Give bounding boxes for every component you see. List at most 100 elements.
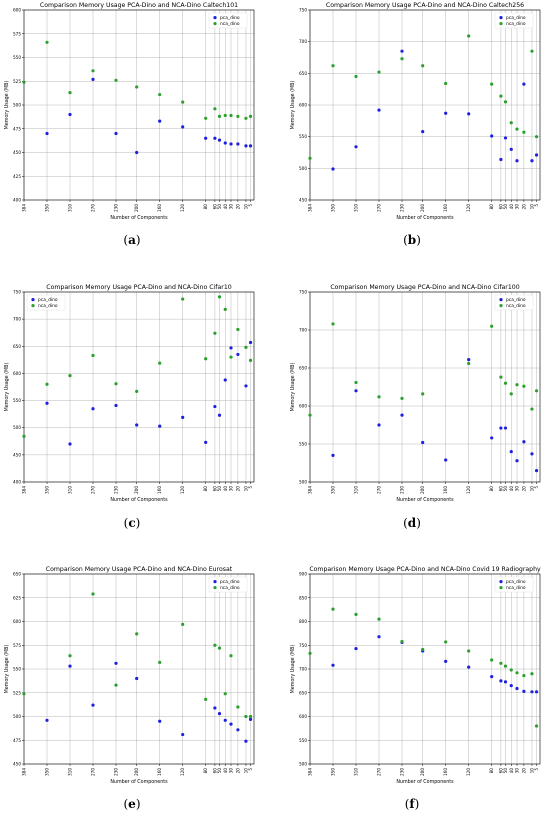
x-tick-label: 384 [308, 204, 313, 212]
y-tick-label: 600 [299, 714, 307, 719]
legend-box [494, 294, 534, 311]
data-point-nca [377, 617, 381, 621]
data-point-nca [248, 114, 253, 118]
legend-marker-pca [499, 580, 503, 584]
data-point-nca [377, 70, 381, 74]
y-tick-label: 750 [13, 290, 21, 295]
data-point-nca [354, 612, 358, 616]
data-point-nca [217, 114, 222, 118]
y-tick-label: 650 [299, 71, 307, 76]
data-point-nca [158, 660, 162, 664]
data-point-pca [354, 646, 358, 651]
data-point-pca [534, 469, 539, 473]
data-point-pca [45, 131, 49, 136]
y-tick-label: 700 [299, 667, 307, 672]
data-point-pca [400, 413, 404, 417]
x-tick-label: 60 [212, 204, 217, 210]
data-point-nca [400, 639, 404, 644]
panel-caption-letter: b [408, 233, 416, 247]
y-tick-label: 600 [13, 371, 21, 376]
y-tick-label: 700 [13, 317, 21, 322]
data-point-nca [244, 714, 248, 719]
data-point-pca [223, 141, 227, 145]
x-tick-label: 120 [466, 486, 471, 494]
data-point-nca [91, 592, 95, 596]
y-tick-label: 475 [13, 738, 21, 743]
x-tick-label: 200 [420, 486, 425, 494]
x-tick-label: 50 [503, 486, 508, 492]
x-tick-label: 310 [354, 768, 359, 776]
x-tick-label: 200 [134, 486, 139, 494]
x-tick-label: 30 [229, 768, 234, 774]
panel-caption: (e) [123, 797, 140, 811]
data-point-pca [522, 82, 526, 86]
y-tick-label: 750 [299, 290, 307, 295]
x-tick-label: 230 [114, 486, 119, 494]
data-point-nca [68, 654, 72, 658]
data-point-pca [400, 49, 404, 53]
x-tick-label: 50 [217, 204, 222, 210]
data-point-pca [509, 684, 513, 688]
x-tick-label: 80 [489, 204, 494, 210]
data-point-nca [331, 607, 335, 611]
x-tick-label: 270 [377, 204, 382, 212]
x-tick-label: 384 [22, 768, 27, 776]
x-tick-label: 10 [529, 204, 534, 210]
x-tick-label: 60 [212, 768, 217, 774]
x-tick-label: 30 [515, 204, 520, 210]
data-point-nca [490, 324, 494, 328]
y-tick-label: 500 [299, 166, 307, 171]
data-point-nca [308, 651, 312, 655]
panel-caption: (a) [123, 233, 140, 247]
data-point-nca [229, 654, 233, 658]
x-tick-label: 120 [180, 768, 185, 776]
x-tick-label: 50 [503, 768, 508, 774]
x-tick-label: 270 [91, 204, 96, 212]
data-point-pca [248, 340, 253, 345]
data-point-pca [421, 440, 425, 445]
y-tick-label: 400 [13, 198, 21, 203]
y-tick-label: 550 [299, 738, 307, 743]
data-point-nca [45, 382, 49, 386]
data-point-nca [509, 392, 513, 396]
chart-title: Comparison Memory Usage PCA-Dino and NCA… [40, 2, 238, 9]
x-tick-label: 40 [509, 486, 514, 492]
x-tick-label: 384 [22, 486, 27, 494]
data-point-nca [530, 672, 534, 676]
data-point-pca [91, 407, 95, 411]
y-axis-label: Memory Usage (MB) [4, 645, 10, 694]
x-tick-label: 10 [243, 486, 248, 492]
data-point-pca [503, 136, 508, 140]
y-tick-label: 450 [13, 762, 21, 767]
panel-caption-letter: a [128, 233, 136, 247]
y-tick-label: 550 [13, 667, 21, 672]
data-point-nca [204, 357, 208, 361]
data-point-pca [114, 131, 118, 136]
x-axis-label: Number of Components [110, 779, 168, 785]
data-point-nca [114, 78, 118, 82]
data-point-nca [236, 114, 240, 118]
legend-marker-pca [31, 298, 35, 302]
data-point-nca [444, 640, 448, 644]
data-point-nca [68, 91, 72, 95]
data-point-pca [223, 378, 227, 382]
data-point-nca [499, 94, 503, 98]
x-tick-label: 350 [45, 768, 50, 776]
x-tick-label: 40 [223, 486, 228, 492]
data-point-nca [509, 121, 513, 125]
x-tick-label: 80 [203, 204, 208, 210]
x-tick-label: 160 [443, 204, 448, 212]
x-tick-label: 350 [45, 486, 50, 494]
legend-marker-nca [213, 22, 217, 26]
data-point-nca [421, 647, 425, 652]
data-point-pca [499, 157, 503, 162]
x-tick-label: 310 [354, 204, 359, 212]
data-point-nca [91, 69, 95, 73]
panel-caption-letter: d [408, 516, 417, 530]
data-point-pca [421, 130, 425, 134]
panel-caption: (d) [403, 516, 421, 530]
